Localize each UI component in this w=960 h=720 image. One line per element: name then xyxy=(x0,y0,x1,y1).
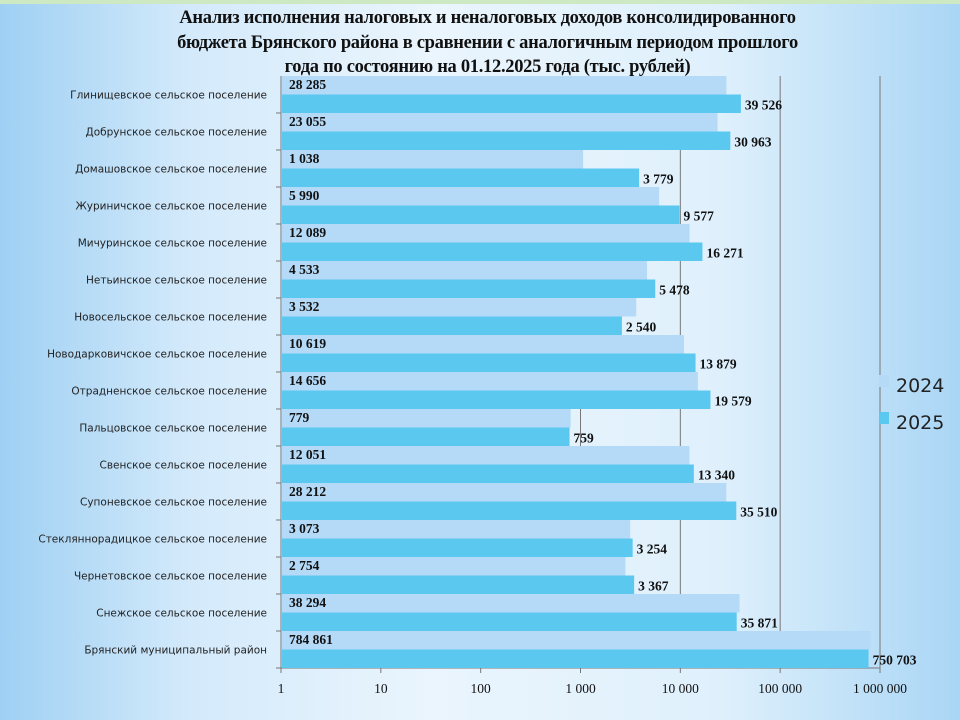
category-label: Отрадненское сельское поселение xyxy=(71,386,267,398)
category-label: Снежское сельское поселение xyxy=(96,608,267,620)
data-label-2025: 39 526 xyxy=(745,98,782,113)
data-label-2025: 19 579 xyxy=(714,394,751,409)
category-label: Пальцовское сельское поселение xyxy=(79,423,267,435)
data-label-2024: 28 212 xyxy=(289,484,326,499)
data-label-2024: 28 285 xyxy=(289,77,326,92)
bar-2024 xyxy=(282,520,631,539)
data-label-2025: 16 271 xyxy=(706,246,743,261)
data-label-2025: 759 xyxy=(574,431,595,446)
data-label-2025: 35 871 xyxy=(741,616,778,631)
bar-2024 xyxy=(282,372,698,391)
category-label: Нетьинское сельское поселение xyxy=(86,275,267,287)
data-label-2024: 784 861 xyxy=(289,632,333,647)
data-label-2024: 5 990 xyxy=(289,188,320,203)
top-strip xyxy=(0,0,960,4)
bar-2025 xyxy=(282,205,680,224)
bar-2025 xyxy=(282,131,731,150)
bar-2025 xyxy=(282,464,694,483)
legend-swatch-2024 xyxy=(879,375,889,387)
bar-2025 xyxy=(282,538,633,557)
data-label-2025: 13 340 xyxy=(698,468,735,483)
bar-2025 xyxy=(282,316,622,335)
title-line-3: года по состоянию на 01.12.2025 года (ты… xyxy=(284,57,691,77)
bar-2024 xyxy=(282,483,727,502)
bar-2024 xyxy=(282,187,660,206)
data-label-2024: 10 619 xyxy=(289,336,326,351)
category-label: Журиничское сельское поселение xyxy=(75,201,267,213)
bar-2024 xyxy=(282,224,690,243)
data-label-2024: 12 051 xyxy=(289,447,326,462)
bar-2025 xyxy=(282,390,711,409)
category-label: Домашовское сельское поселение xyxy=(75,164,267,176)
x-tick-label: 100 000 xyxy=(758,681,802,696)
x-tick-label: 1 000 xyxy=(565,681,596,696)
bar-2024 xyxy=(282,409,571,428)
data-label-2024: 1 038 xyxy=(289,151,320,166)
category-label: Добрунское сельское поселение xyxy=(86,127,268,139)
bar-2025 xyxy=(282,242,703,261)
bar-2024 xyxy=(282,446,690,465)
bar-2024 xyxy=(282,631,871,650)
bar-2025 xyxy=(282,501,737,520)
bar-2024 xyxy=(282,557,626,576)
data-label-2025: 30 963 xyxy=(734,135,771,150)
data-label-2025: 35 510 xyxy=(740,505,777,520)
data-label-2024: 3 532 xyxy=(289,299,320,314)
data-label-2024: 14 656 xyxy=(289,373,326,388)
legend-label-2025: 2025 xyxy=(896,412,944,434)
legend-swatch-2025 xyxy=(879,412,889,424)
x-tick-label: 1 000 000 xyxy=(853,681,907,696)
data-label-2025: 13 879 xyxy=(700,357,737,372)
data-label-2024: 4 533 xyxy=(289,262,320,277)
data-label-2024: 12 089 xyxy=(289,225,326,240)
bar-2024 xyxy=(282,594,740,613)
category-label: Глинищевское сельское поселение xyxy=(70,90,267,102)
bar-2025 xyxy=(282,649,869,668)
category-label: Мичуринское сельское поселение xyxy=(78,238,267,250)
bar-2025 xyxy=(282,612,737,631)
bar-2025 xyxy=(282,353,696,372)
bar-2025 xyxy=(282,575,635,594)
data-label-2025: 5 478 xyxy=(659,283,690,298)
x-tick-label: 10 000 xyxy=(662,681,699,696)
category-label: Супоневское сельское поселение xyxy=(80,497,267,509)
x-tick-label: 100 xyxy=(471,681,492,696)
data-label-2025: 3 367 xyxy=(638,579,669,594)
bar-2024 xyxy=(282,335,684,354)
title-line-1: Анализ исполнения налоговых и неналоговы… xyxy=(179,8,796,28)
bar-2024 xyxy=(282,150,584,169)
category-label: Новодарковичское сельское поселение xyxy=(47,349,267,361)
data-label-2025: 3 779 xyxy=(643,172,674,187)
category-label: Брянский муниципальный район xyxy=(84,645,267,657)
data-label-2024: 23 055 xyxy=(289,114,326,129)
x-tick-label: 1 xyxy=(278,681,285,696)
legend-label-2024: 2024 xyxy=(896,375,944,397)
category-label: Новосельское сельское поселение xyxy=(74,312,267,324)
bar-2024 xyxy=(282,261,648,280)
data-label-2024: 3 073 xyxy=(289,521,320,536)
bar-2024 xyxy=(282,76,727,95)
data-label-2025: 9 577 xyxy=(683,209,714,224)
category-label: Свенское сельское поселение xyxy=(100,460,268,472)
category-label: Стеклянноpадицкое сельское поселение xyxy=(38,534,267,546)
data-label-2025: 3 254 xyxy=(637,542,668,557)
data-label-2024: 2 754 xyxy=(289,558,320,573)
title-line-2: бюджета Брянского района в сравнении с а… xyxy=(177,32,798,53)
bar-2024 xyxy=(282,298,637,317)
bar-2025 xyxy=(282,279,656,298)
category-label: Чернетовское сельское поселение xyxy=(74,571,267,583)
data-label-2024: 779 xyxy=(289,410,310,425)
chart-title: Анализ исполнения налоговых и неналоговы… xyxy=(60,6,915,80)
data-label-2024: 38 294 xyxy=(289,595,326,610)
bar-2025 xyxy=(282,168,640,187)
data-label-2025: 750 703 xyxy=(873,653,917,668)
data-label-2025: 2 540 xyxy=(626,320,657,335)
x-tick-label: 10 xyxy=(374,681,388,696)
bar-2025 xyxy=(282,427,570,446)
bar-2024 xyxy=(282,113,718,132)
bar-2025 xyxy=(282,94,741,113)
